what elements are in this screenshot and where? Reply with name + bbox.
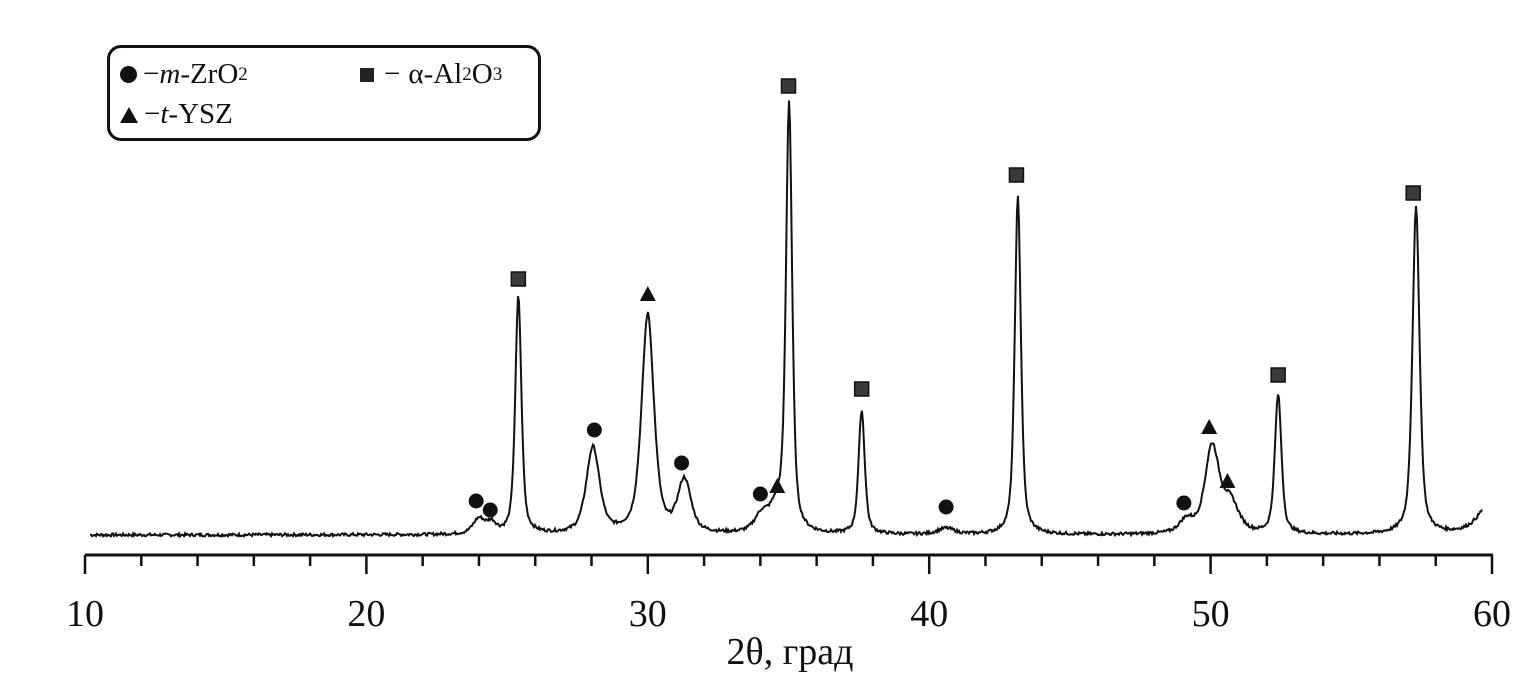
legend-formula: -YSZ xyxy=(168,98,233,130)
x-tick-label: 60 xyxy=(1473,593,1511,635)
triangle-marker-icon xyxy=(120,106,138,123)
triangle-marker-icon xyxy=(639,286,656,301)
square-marker-icon xyxy=(360,67,374,82)
square-marker-icon xyxy=(1405,185,1421,201)
legend-dash: − xyxy=(143,58,160,90)
square-marker-icon xyxy=(853,381,870,397)
legend-subscript: 2 xyxy=(238,63,248,85)
circle-marker-icon xyxy=(674,455,690,471)
triangle-marker-icon xyxy=(769,478,786,493)
legend-formula-suffix: O xyxy=(471,58,493,90)
diffraction-pattern-line xyxy=(89,100,1483,539)
legend-prefix: m xyxy=(159,58,181,90)
legend-prefix: t xyxy=(160,98,169,130)
legend-subscript: 2 xyxy=(462,63,472,85)
legend-item-t-ysz: − t -YSZ xyxy=(120,98,233,131)
legend-formula: -ZrO xyxy=(180,58,239,90)
x-tick-label: 20 xyxy=(347,593,386,635)
circle-marker-icon xyxy=(586,422,602,438)
circle-marker-icon xyxy=(468,493,484,509)
circle-marker-icon xyxy=(938,499,954,515)
square-marker-icon xyxy=(780,78,797,94)
x-tick-label: 50 xyxy=(1191,593,1230,635)
legend-item-a-al2o3: − α -Al 2 O 3 xyxy=(360,58,502,91)
circle-marker-icon xyxy=(120,66,137,83)
legend-dash: − xyxy=(144,98,161,130)
x-axis-ticks xyxy=(83,555,1494,574)
x-tick-label: 40 xyxy=(910,593,949,635)
square-marker-icon xyxy=(510,271,527,287)
legend: − m -ZrO 2 − α -Al 2 O 3 − t -YSZ xyxy=(107,45,541,141)
x-tick-label: 10 xyxy=(66,593,104,635)
legend-dash: − xyxy=(384,58,401,90)
legend-item-m-zro2: − m -ZrO 2 xyxy=(120,58,248,91)
circle-marker-icon xyxy=(752,486,768,502)
x-tick-label: 30 xyxy=(628,593,667,635)
triangle-marker-icon xyxy=(1219,473,1236,488)
x-axis-label: 2θ, град xyxy=(726,631,854,673)
circle-marker-icon xyxy=(1176,495,1192,511)
square-marker-icon xyxy=(1270,367,1286,383)
legend-subscript: 3 xyxy=(492,63,503,85)
circle-marker-icon xyxy=(482,502,498,518)
legend-formula: -Al xyxy=(423,58,463,90)
triangle-marker-icon xyxy=(1201,419,1218,434)
legend-prefix: α xyxy=(408,58,424,90)
square-marker-icon xyxy=(1008,167,1025,183)
phase-markers xyxy=(468,78,1421,518)
